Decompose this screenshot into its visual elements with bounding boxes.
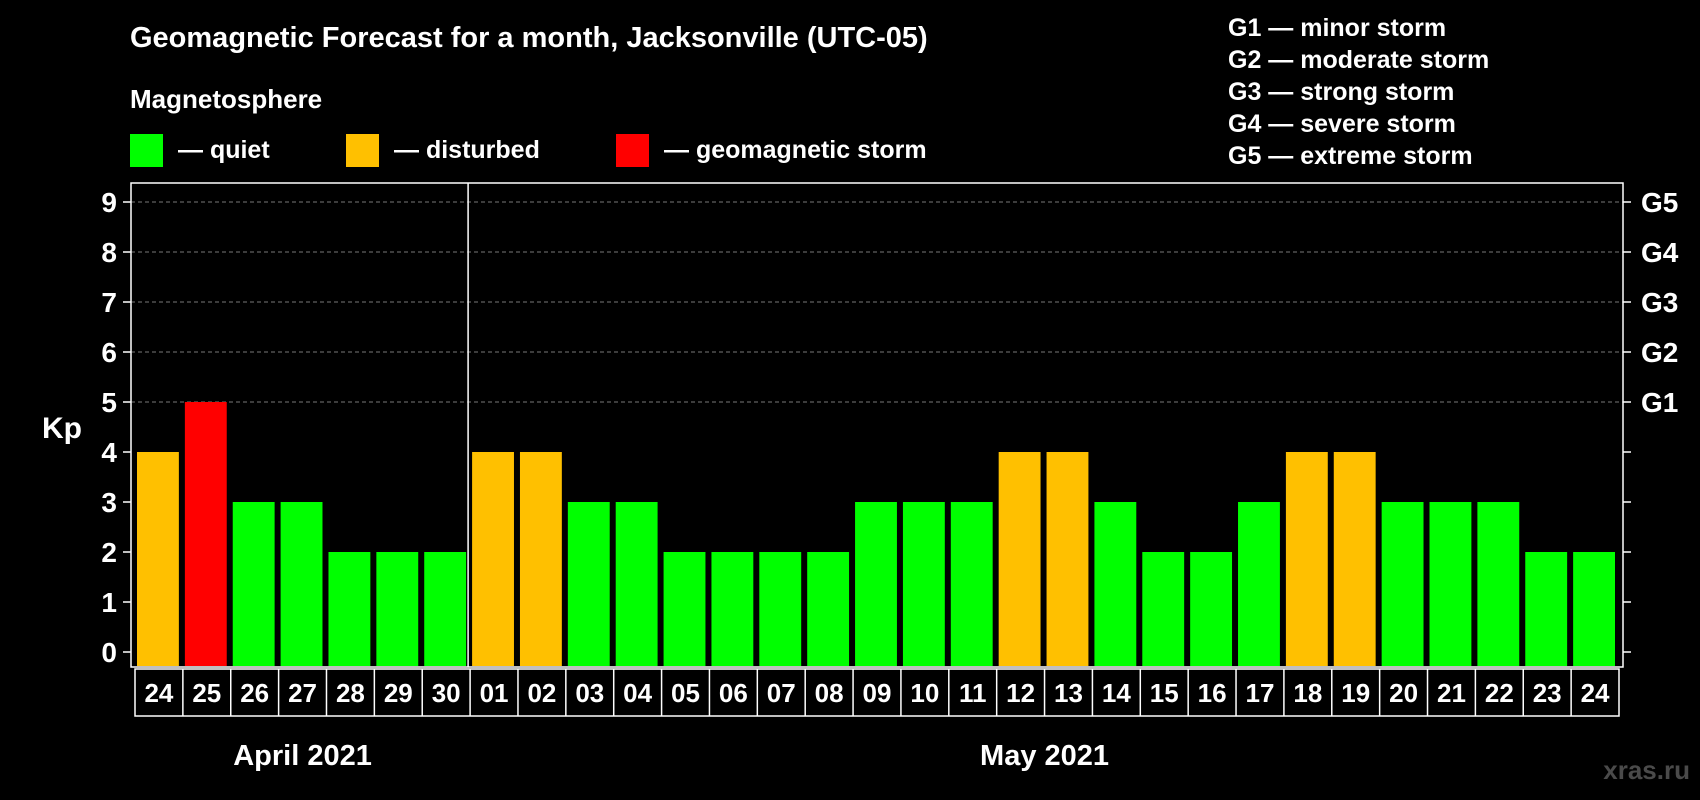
bar-27: [280, 502, 323, 666]
x-tick-label: 23: [1533, 678, 1562, 708]
bar-05: [663, 552, 706, 666]
x-tick-label: 06: [719, 678, 748, 708]
x-tick-label: 30: [432, 678, 461, 708]
bar-18: [1285, 452, 1328, 666]
bar-14: [1094, 502, 1137, 666]
legend-label-quiet: — quiet: [178, 136, 270, 164]
legend-label-disturbed: — disturbed: [394, 136, 540, 164]
x-tick-label: 04: [623, 678, 652, 708]
y-axis-label: Kp: [42, 412, 82, 445]
y-tick-label: 2: [101, 537, 117, 568]
x-tick-label: 08: [815, 678, 844, 708]
y-tick-label: 6: [101, 337, 117, 368]
bar-08: [807, 552, 850, 666]
g-scale-item-g5: G5 — extreme storm: [1228, 142, 1473, 170]
bar-03: [567, 502, 610, 666]
y-tick-label: 9: [101, 187, 117, 218]
g-axis-label: G1: [1641, 387, 1678, 418]
x-tick-label: 10: [910, 678, 939, 708]
x-tick-label: 05: [671, 678, 700, 708]
bar-15: [1142, 552, 1185, 666]
y-tick-label: 5: [101, 387, 117, 418]
x-tick-label: 11: [959, 678, 987, 708]
g-axis-label: G5: [1641, 187, 1678, 218]
y-tick-label: 8: [101, 237, 117, 268]
bar-10: [902, 502, 945, 666]
bar-28: [328, 552, 371, 666]
bar-01: [472, 452, 514, 666]
x-tick-label: 20: [1389, 678, 1418, 708]
g-axis-label: G4: [1641, 237, 1679, 268]
month-label: April 2021: [233, 740, 372, 772]
x-tick-label: 27: [288, 678, 317, 708]
legend-swatch-disturbed: [346, 134, 379, 167]
x-tick-label: 18: [1293, 678, 1322, 708]
x-tick-label: 02: [527, 678, 556, 708]
x-tick-label: 09: [863, 678, 892, 708]
x-tick-label: 19: [1341, 678, 1370, 708]
bar-12: [998, 452, 1041, 666]
x-tick-label: 25: [192, 678, 221, 708]
x-tick-label: 07: [767, 678, 796, 708]
bar-30: [424, 552, 467, 666]
legend-swatch-storm: [616, 134, 649, 167]
y-tick-label: 3: [101, 487, 117, 518]
bar-06: [711, 552, 754, 666]
x-tick-label: 16: [1198, 678, 1227, 708]
legend-title: Magnetosphere: [130, 84, 323, 114]
bar-23: [1525, 552, 1568, 666]
bar-02: [519, 452, 562, 666]
y-tick-label: 1: [101, 587, 117, 618]
bar-13: [1046, 452, 1089, 666]
x-tick-label: 12: [1006, 678, 1035, 708]
bar-09: [855, 502, 897, 666]
x-tick-label: 01: [480, 678, 509, 708]
bar-29: [376, 552, 419, 666]
x-tick-label: 17: [1246, 678, 1275, 708]
g-scale-item-g2: G2 — moderate storm: [1228, 46, 1490, 74]
bar-21: [1429, 502, 1472, 666]
g-scale-item-g1: G1 — minor storm: [1228, 14, 1447, 42]
x-tick-label: 13: [1054, 678, 1083, 708]
x-tick-label: 03: [575, 678, 604, 708]
x-tick-label: 28: [336, 678, 365, 708]
x-tick-label: 22: [1485, 678, 1514, 708]
y-tick-label: 0: [101, 637, 117, 668]
x-tick-label: 15: [1150, 678, 1179, 708]
y-tick-label: 7: [101, 287, 117, 318]
g-axis-label: G2: [1641, 337, 1678, 368]
legend-label-storm: — geomagnetic storm: [664, 136, 927, 164]
x-tick-label: 14: [1102, 678, 1131, 708]
bar-07: [759, 552, 802, 666]
date-row: [134, 668, 1620, 717]
chart-title: Geomagnetic Forecast for a month, Jackso…: [130, 22, 928, 54]
g-axis-label: G3: [1641, 287, 1678, 318]
bar-04: [615, 502, 658, 666]
x-tick-label: 24: [1581, 678, 1610, 708]
bar-25: [184, 402, 227, 666]
bar-22: [1477, 502, 1520, 666]
g-scale-item-g3: G3 — strong storm: [1228, 78, 1455, 106]
bar-26: [232, 502, 275, 666]
bar-19: [1333, 452, 1376, 666]
watermark: xras.ru: [1603, 755, 1690, 785]
bar-20: [1381, 502, 1424, 666]
bar-17: [1238, 502, 1280, 666]
bar-24: [137, 452, 179, 666]
x-tick-label: 29: [384, 678, 413, 708]
x-tick-label: 21: [1437, 678, 1466, 708]
x-tick-label: 24: [144, 678, 173, 708]
legend-swatch-quiet: [130, 134, 163, 167]
bar-16: [1190, 552, 1233, 666]
plot-frame: [130, 182, 1624, 668]
y-tick-label: 4: [101, 437, 117, 468]
bar-11: [950, 502, 993, 666]
g-scale-item-g4: G4 — severe storm: [1228, 110, 1456, 138]
bar-24: [1573, 552, 1615, 666]
x-tick-label: 26: [240, 678, 269, 708]
month-label: May 2021: [980, 740, 1109, 772]
